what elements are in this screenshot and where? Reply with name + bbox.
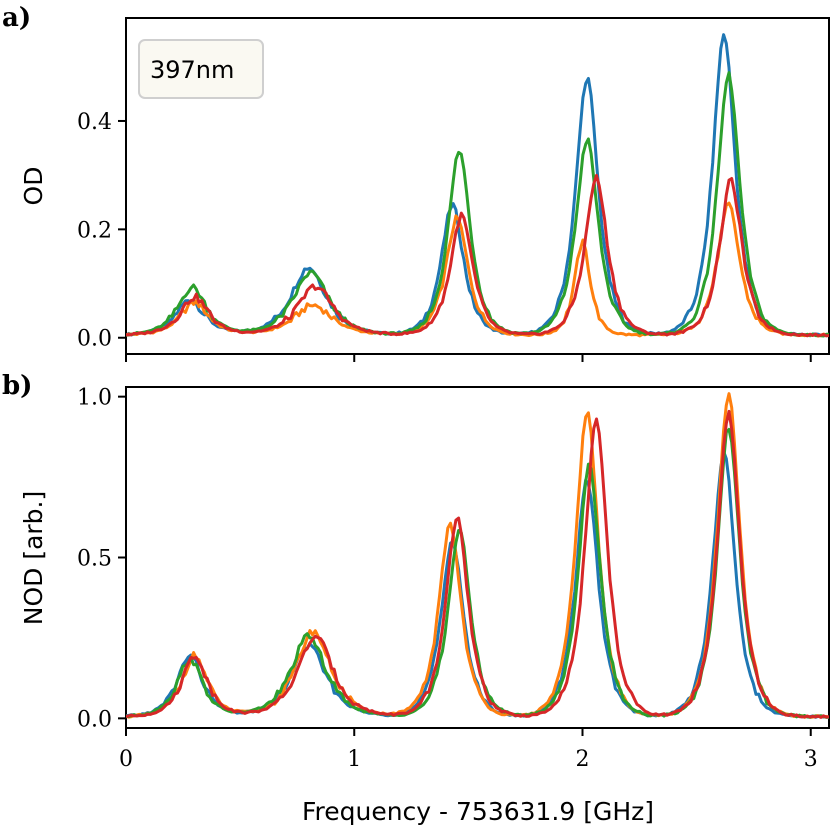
series-line-1 (126, 449, 829, 719)
x-axis-label: Frequency - 753631.9 [GHz] (302, 797, 654, 826)
legend-box: 397nm (138, 39, 264, 99)
x-tick-label: 1 (347, 747, 361, 772)
x-tick-label: 0 (119, 747, 133, 772)
x-tick-label: 3 (804, 747, 818, 772)
y-tick-label: 0.0 (77, 707, 112, 732)
y-tick-label: 0.0 (77, 327, 112, 352)
panel-b-series-group (126, 392, 829, 719)
series-line-3 (126, 71, 829, 338)
panel-b-y-axis-label: NOD [arb.] (19, 491, 48, 626)
x-tick-label: 2 (575, 747, 589, 772)
y-tick-label: 0.5 (77, 547, 112, 572)
panel-b: b) 0.0 0.5 1.0 0 1 2 3 NOD [arb.] Frequency -… (2, 371, 830, 826)
series-line-3 (126, 427, 829, 719)
y-tick-label: 0.2 (77, 218, 112, 243)
panel-a-label: a) (2, 3, 31, 33)
legend-annotation: 397nm (150, 56, 234, 84)
panel-b-x-ticks: 0 1 2 3 (119, 728, 818, 772)
y-tick-label: 1.0 (77, 386, 112, 411)
series-line-4 (126, 409, 829, 719)
y-tick-label: 0.4 (77, 110, 112, 135)
series-line-4 (126, 173, 829, 338)
panel-a-y-ticks: 0.0 0.2 0.4 (77, 110, 126, 352)
panel-a-axes-frame (125, 17, 830, 355)
panel-b-y-ticks: 0.0 0.5 1.0 (77, 386, 126, 732)
panel-a-y-axis-label: OD (19, 167, 48, 206)
panel-b-label: b) (2, 371, 32, 401)
panel-a-series-group (126, 33, 829, 338)
panel-a-x-ticks (125, 354, 812, 362)
panel-a: a) 0.0 0.2 0.4 397nm OD (2, 3, 830, 362)
